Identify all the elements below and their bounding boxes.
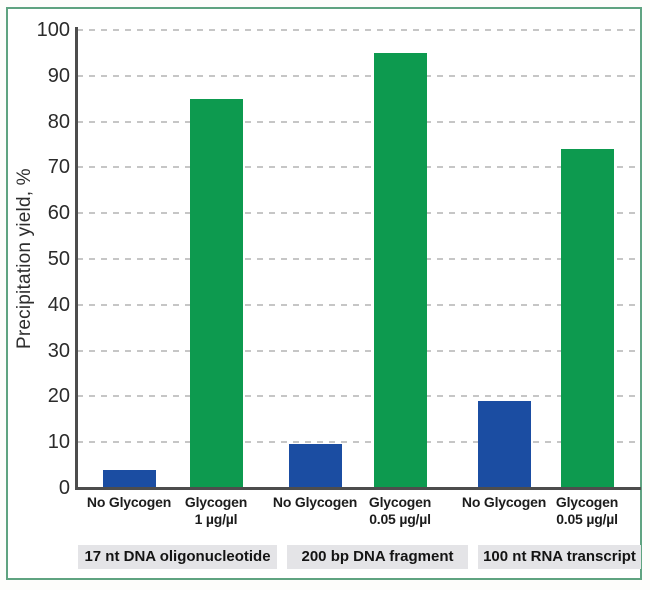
bar-6-glycogen <box>560 149 614 488</box>
x-label-line2: 0.05 µg/µl <box>369 511 431 527</box>
x-label-line1: No Glycogen <box>272 494 358 510</box>
bar-1-no-glycogen <box>102 470 156 488</box>
x-label-line1: No Glycogen <box>461 494 547 510</box>
y-tick-label-20: 20 <box>47 385 70 408</box>
bar-5-no-glycogen <box>477 401 531 488</box>
y-tick-label-70: 70 <box>47 156 70 179</box>
x-axis-baseline <box>75 487 641 490</box>
y-tick-label-40: 40 <box>47 293 70 316</box>
x-label-line1: Glycogen <box>368 494 432 510</box>
x-label-3: No Glycogen <box>250 494 380 511</box>
y-tick-label-0: 0 <box>58 477 70 499</box>
y-tick-label-50: 50 <box>47 248 70 270</box>
x-label-5: No Glycogen <box>439 494 569 511</box>
x-label-line2: 1 µg/µl <box>194 511 238 527</box>
y-tick-label-60: 60 <box>47 202 70 225</box>
x-label-line1: No Glycogen <box>86 494 172 510</box>
gridline-30 <box>77 349 641 352</box>
x-label-line1: Glycogen <box>184 494 248 510</box>
x-label-line1: Glycogen <box>555 494 619 510</box>
gridline-20 <box>77 395 641 398</box>
x-label-line2: 0.05 µg/µl <box>556 511 618 527</box>
y-tick-label-100: 100 <box>36 19 70 41</box>
bar-4-glycogen <box>373 53 427 488</box>
y-tick-label-90: 90 <box>47 64 70 87</box>
group-label-100-nt-rna-transcript: 100 nt RNA transcript <box>478 545 641 569</box>
y-tick-label-80: 80 <box>47 110 70 133</box>
x-label-6: Glycogen 0.05 µg/µl <box>522 494 650 528</box>
gridline-40 <box>77 303 641 306</box>
group-label-200-bp-dna-fragment: 200 bp DNA fragment <box>287 545 468 569</box>
group-label-17-nt-dna-oligonucleotide: 17 nt DNA oligonucleotide <box>78 545 277 569</box>
bar-2-glycogen <box>189 99 243 488</box>
gridline-90 <box>77 74 641 77</box>
x-label-4: Glycogen 0.05 µg/µl <box>335 494 465 528</box>
gridline-80 <box>77 120 641 123</box>
plot-area <box>77 29 641 488</box>
gridline-70 <box>77 166 641 169</box>
y-tick-label-10: 10 <box>47 431 70 454</box>
y-axis-line <box>75 27 78 489</box>
gridline-100 <box>77 29 641 31</box>
gridline-50 <box>77 258 641 260</box>
gridline-60 <box>77 212 641 215</box>
x-label-2: Glycogen 1 µg/µl <box>151 494 281 528</box>
bar-3-no-glycogen <box>288 444 342 488</box>
gridline-10 <box>77 441 641 444</box>
x-label-1: No Glycogen <box>64 494 194 511</box>
y-tick-label-30: 30 <box>47 339 70 362</box>
